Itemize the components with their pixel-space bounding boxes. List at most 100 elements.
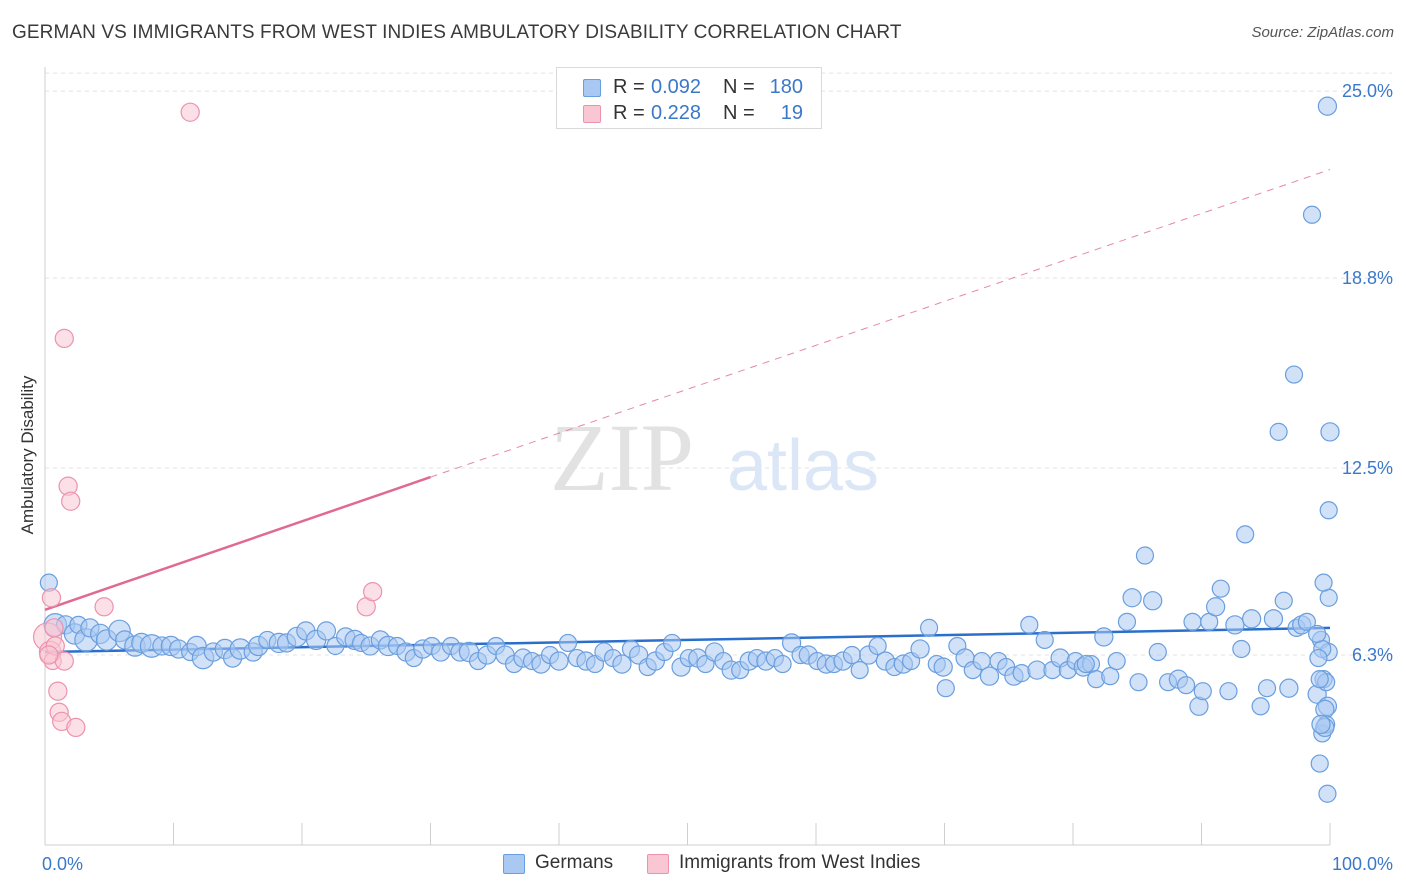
germans-point [1035,630,1054,650]
y-tick-label: 25.0% [1342,81,1393,101]
n-label: N = [723,102,755,124]
west-indies-point [94,597,114,617]
watermark-zip: ZIP [550,404,694,511]
germans-point [316,621,337,641]
germans-point [1309,648,1328,668]
y-tick-label: 6.3% [1352,645,1393,665]
germans-point [1318,784,1337,803]
germans-point [1122,588,1142,608]
germans-point [1319,588,1338,607]
germans-swatch [583,79,601,97]
source-credit: Source: ZipAtlas.com [1251,24,1394,41]
germans-point [612,654,632,674]
west-indies-points [32,102,383,738]
watermark: ZIP atlas [550,404,879,511]
germans-point [842,645,862,665]
germans-point [979,666,1000,686]
germans-point [662,633,682,653]
germans-point [1257,679,1277,698]
watermark-atlas: atlas [727,426,879,506]
germans-point [1274,591,1293,610]
west-indies-point [54,328,74,349]
axes [44,67,1331,846]
x-tick-label: 0.0% [42,854,83,874]
r-value: 0.092 [651,76,702,98]
west-indies-point [363,582,383,602]
y-tick-label: 18.8% [1342,268,1393,288]
n-label: N = [723,76,755,98]
west-indies-swatch [583,105,601,123]
germans-point [1314,573,1333,592]
germans-point [910,639,930,659]
legend-label: Immigrants from West Indies [679,852,921,873]
west-indies-point [66,717,86,738]
gridlines [45,72,1392,656]
germans-point [1176,676,1196,695]
germans-point [1251,697,1270,716]
germans-point [1193,682,1212,701]
n-value: 180 [769,76,803,98]
germans-point [773,654,792,674]
west-indies-point [44,618,64,638]
germans-point [868,636,887,656]
germans-point [1012,664,1031,683]
germans-point [933,657,953,677]
germans-point [1263,609,1284,629]
germans-point [1076,654,1095,674]
germans-point [558,633,578,653]
germans-legend-swatch [503,854,525,874]
germans-point [1279,678,1299,698]
y-tick-label: 12.5% [1342,458,1393,478]
germans-point [1107,651,1126,671]
germans-points [39,96,1340,803]
germans-point [1101,667,1120,686]
germans-point [1148,642,1167,662]
x-tick-label: 100.0% [1332,854,1393,874]
r-label: R = [613,102,645,124]
germans-point [1269,422,1288,441]
west-indies-point [39,645,59,665]
west-indies-trend-line [44,475,431,611]
germans-point [1117,612,1137,631]
x-tick-labels: 0.0% 100.0% [42,854,1393,874]
west-indies-point [41,588,62,608]
germans-point [1020,615,1039,634]
germans-point [1284,365,1304,384]
germans-point [1308,624,1327,644]
germans-point [1297,612,1316,631]
germans-point [1225,615,1245,635]
germans-point [850,661,869,680]
germans-point [1211,579,1230,598]
germans-point [1320,422,1340,442]
west-indies-point [180,102,200,122]
germans-point [936,679,955,698]
germans-point [1232,639,1251,659]
y-axis-label: Ambulatory Disability [18,375,37,535]
legend-label: Germans [535,852,614,873]
n-value: 19 [780,102,803,124]
y-tick-labels: 6.3% 12.5% 18.8% 25.0% [1342,81,1393,665]
west-indies-legend-swatch [647,854,669,874]
germans-point [1129,673,1148,692]
germans-point [549,651,569,671]
germans-point [1317,96,1338,116]
germans-point [1302,205,1322,224]
germans-point [1310,754,1329,773]
west-indies-point [61,491,81,511]
germans-point [1241,609,1262,629]
germans-point [1094,627,1114,647]
germans-point [919,618,939,637]
chart-title: GERMAN VS IMMIGRANTS FROM WEST INDIES AM… [12,22,902,43]
r-value: 0.228 [651,102,702,124]
germans-point [1143,591,1163,611]
germans-point [1236,525,1255,544]
germans-point [1205,597,1226,617]
west-indies-trend-extension [430,169,1331,478]
germans-point [1319,501,1338,520]
germans-point [1183,612,1202,631]
west-indies-point [48,681,68,701]
germans-point [1310,670,1329,689]
stats-legend: R = 0.092 N = 180 R = 0.228 N = 19 [556,67,822,129]
r-label: R = [613,76,645,98]
